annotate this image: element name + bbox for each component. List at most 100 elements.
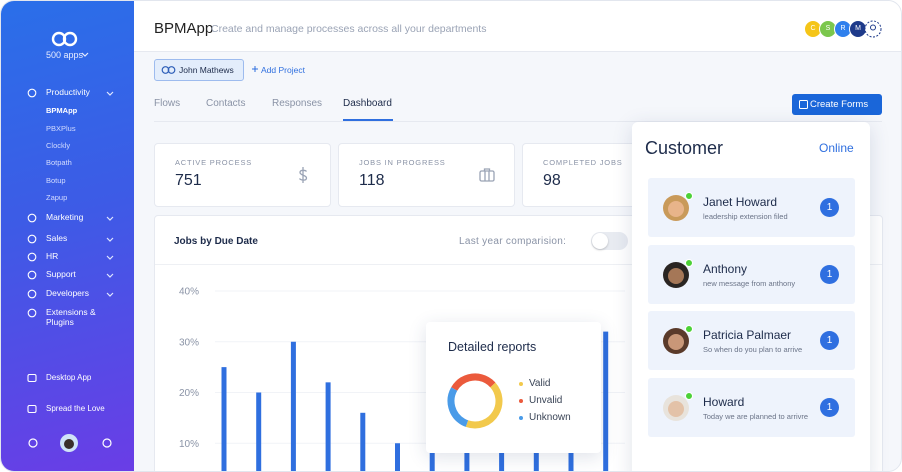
customer-message: Today we are planned to arrivre — [703, 412, 809, 421]
toggle[interactable] — [591, 232, 628, 250]
y-tick-label: 10% — [179, 439, 199, 450]
customer-item[interactable]: Janet Howard leadership extension filed 1 — [648, 178, 855, 237]
create-forms-button[interactable]: Create Forms — [792, 94, 882, 115]
submenu-item[interactable]: Zapup — [46, 193, 68, 202]
chart-header-divider — [155, 264, 882, 265]
chevron — [106, 273, 114, 278]
tabs-divider — [154, 121, 882, 122]
logo-ring — [62, 31, 78, 47]
header-bar — [134, 1, 901, 52]
chevron-icon — [106, 255, 114, 260]
chevron-icon — [106, 237, 114, 242]
menu-item[interactable]: Sales — [46, 233, 68, 243]
stat-card: JOBS IN PROGRESS 118 — [338, 143, 515, 207]
legend-dot — [519, 416, 523, 420]
menu-icon — [27, 270, 37, 280]
toggle-label: Last year comparision: — [459, 236, 567, 247]
icon-shape — [27, 88, 37, 98]
menu-item[interactable]: Extensions & Plugins — [46, 307, 96, 327]
icon-shape — [864, 20, 882, 38]
customer-message: new message from anthony — [703, 279, 796, 288]
customer-title: Customer — [645, 138, 724, 158]
bar — [325, 382, 331, 471]
stat-icon — [298, 167, 308, 183]
tab[interactable]: Dashboard — [343, 98, 392, 109]
avatar-face — [668, 201, 684, 217]
icon-shape — [161, 66, 170, 74]
workspace-chip[interactable]: John Mathews — [154, 59, 244, 81]
plus — [252, 66, 258, 72]
footer-item[interactable]: Desktop App — [46, 373, 92, 382]
add-user-icon — [864, 20, 882, 38]
reports-card: Detailed reports Valid Unvalid Unknown — [426, 322, 601, 453]
customer-item[interactable]: Anthony new message from anthony 1 — [648, 245, 855, 304]
briefcase — [479, 170, 495, 182]
menu-icon — [27, 308, 37, 318]
customer-item[interactable]: Howard Today we are planned to arrivre 1 — [648, 378, 855, 437]
customer-name: Janet Howard — [703, 195, 778, 209]
chip-icon — [161, 66, 176, 74]
submenu-item[interactable]: Botpath — [46, 158, 72, 167]
unread-badge: 1 — [820, 198, 839, 217]
dollar — [298, 167, 308, 183]
customer-name: Anthony — [703, 262, 748, 276]
avatar-face — [668, 268, 684, 284]
submenu-item[interactable]: Clockly — [46, 141, 71, 150]
online-dot — [685, 259, 693, 267]
menu-item[interactable]: Productivity — [46, 87, 90, 97]
stat-label: ACTIVE PROCESS — [175, 158, 253, 167]
menu-item[interactable]: Marketing — [46, 212, 84, 222]
menu-icon — [27, 289, 37, 299]
customer-message: So when do you plan to arrive — [703, 345, 803, 354]
chevron — [81, 52, 89, 57]
chevron-icon — [106, 91, 114, 96]
button-icon — [799, 100, 808, 109]
bar — [603, 331, 609, 471]
submenu-item[interactable]: Botup — [46, 176, 66, 185]
sidebar: 500 apps Productivity BPMApp PBXPlus Clockly… — [1, 1, 134, 471]
stat-value: 751 — [175, 172, 202, 189]
avatar[interactable]: M — [849, 20, 867, 38]
bar — [290, 341, 296, 471]
customer-message: leadership extension filed — [703, 212, 788, 221]
tab[interactable]: Flows — [154, 98, 181, 109]
menu-icon — [27, 88, 37, 98]
y-tick-label: 30% — [179, 337, 199, 348]
icon-shape — [167, 66, 176, 74]
tab[interactable]: Contacts — [206, 98, 246, 109]
icon-shape — [27, 404, 37, 414]
customer-name: Howard — [703, 395, 745, 409]
donut-segment — [447, 373, 503, 429]
stat-card: ACTIVE PROCESS 751 — [154, 143, 331, 207]
app-title: BPMApp — [154, 20, 214, 37]
chevron-icon — [81, 52, 89, 57]
menu-icon — [27, 252, 37, 262]
add-project[interactable]: Add Project — [261, 65, 305, 75]
y-tick-label: 40% — [179, 287, 199, 298]
icon-shape — [28, 438, 38, 448]
icon-shape — [27, 213, 37, 223]
footer-icon — [27, 373, 37, 383]
submenu-item[interactable]: BPMApp — [46, 106, 78, 115]
icon-shape — [27, 373, 37, 383]
legend-label: Unvalid — [529, 395, 563, 406]
toggle-knob — [592, 233, 608, 249]
footer-icon — [27, 404, 37, 414]
customer-item[interactable]: Patricia Palmaer So when do you plan to a… — [648, 311, 855, 370]
icon-shape — [27, 289, 37, 299]
footer-item[interactable]: Spread the Love — [46, 404, 105, 413]
menu-item[interactable]: Support — [46, 269, 76, 279]
donut-segment — [447, 373, 503, 429]
menu-item[interactable]: Developers — [46, 288, 89, 298]
bar — [360, 412, 366, 471]
menu-item[interactable]: HR — [46, 251, 59, 261]
bar — [256, 392, 262, 471]
avatar-face — [668, 401, 684, 417]
chevron-icon — [106, 292, 114, 297]
icon-shape — [102, 438, 112, 448]
submenu-item[interactable]: PBXPlus — [46, 124, 76, 133]
user-face — [64, 439, 74, 449]
tab[interactable]: Responses — [272, 98, 323, 109]
bar — [221, 367, 227, 471]
